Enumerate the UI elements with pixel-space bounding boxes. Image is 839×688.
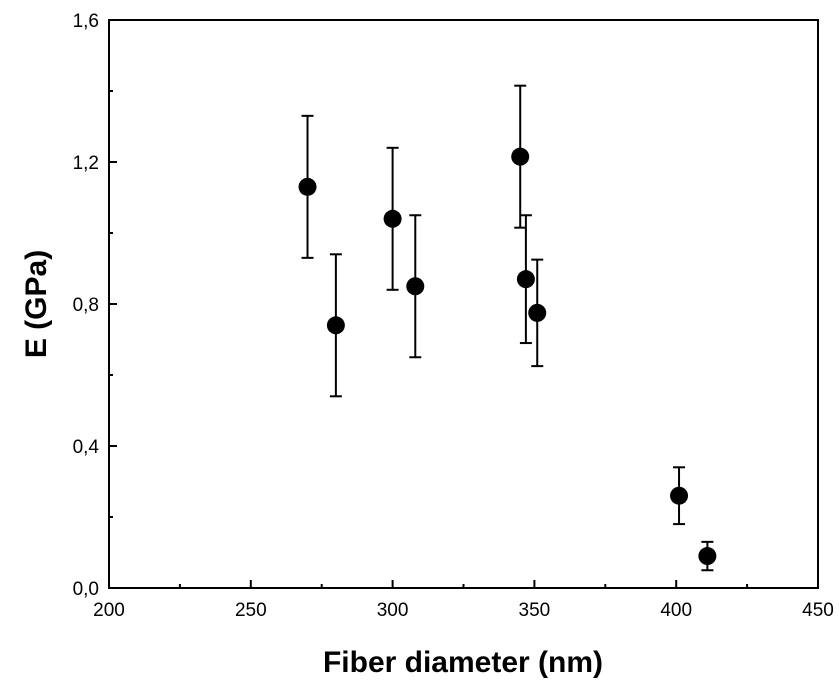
data-point	[326, 253, 345, 398]
x-tick-label: 300	[377, 600, 409, 621]
data-point	[698, 540, 717, 572]
plot-frame	[108, 19, 819, 589]
point-marker	[516, 270, 535, 289]
point-marker	[406, 277, 425, 296]
data-point	[528, 258, 547, 368]
data-point	[670, 466, 689, 526]
x-axis-title: Fiber diameter (nm)	[323, 646, 603, 679]
point-marker	[528, 303, 547, 322]
y-tick-label: 0,4	[73, 437, 100, 458]
y-tick-label: 0,0	[73, 579, 99, 600]
point-marker	[670, 486, 689, 505]
point-marker	[326, 316, 345, 335]
x-tick-label: 250	[235, 600, 267, 621]
data-point	[383, 146, 402, 291]
data-points	[298, 84, 717, 572]
y-tick-label: 0,8	[73, 295, 99, 316]
data-point	[406, 214, 425, 359]
point-marker	[383, 209, 402, 228]
x-tick-label: 200	[93, 600, 125, 621]
y-tick-label: 1,6	[73, 11, 99, 32]
y-axis-title: E (GPa)	[20, 250, 53, 358]
x-tick-label: 400	[660, 600, 692, 621]
data-point	[516, 214, 535, 345]
point-marker	[698, 547, 717, 566]
point-marker	[511, 147, 530, 166]
point-marker	[298, 177, 317, 196]
y-tick-label: 1,2	[73, 153, 99, 174]
axis-ticks: 200 250 300 350 400 450 0,0 0,4 0,8 1,2 1,6	[73, 11, 834, 621]
data-point	[298, 114, 317, 259]
x-tick-label: 350	[519, 600, 551, 621]
x-tick-label: 450	[802, 600, 834, 621]
data-point	[511, 84, 530, 229]
